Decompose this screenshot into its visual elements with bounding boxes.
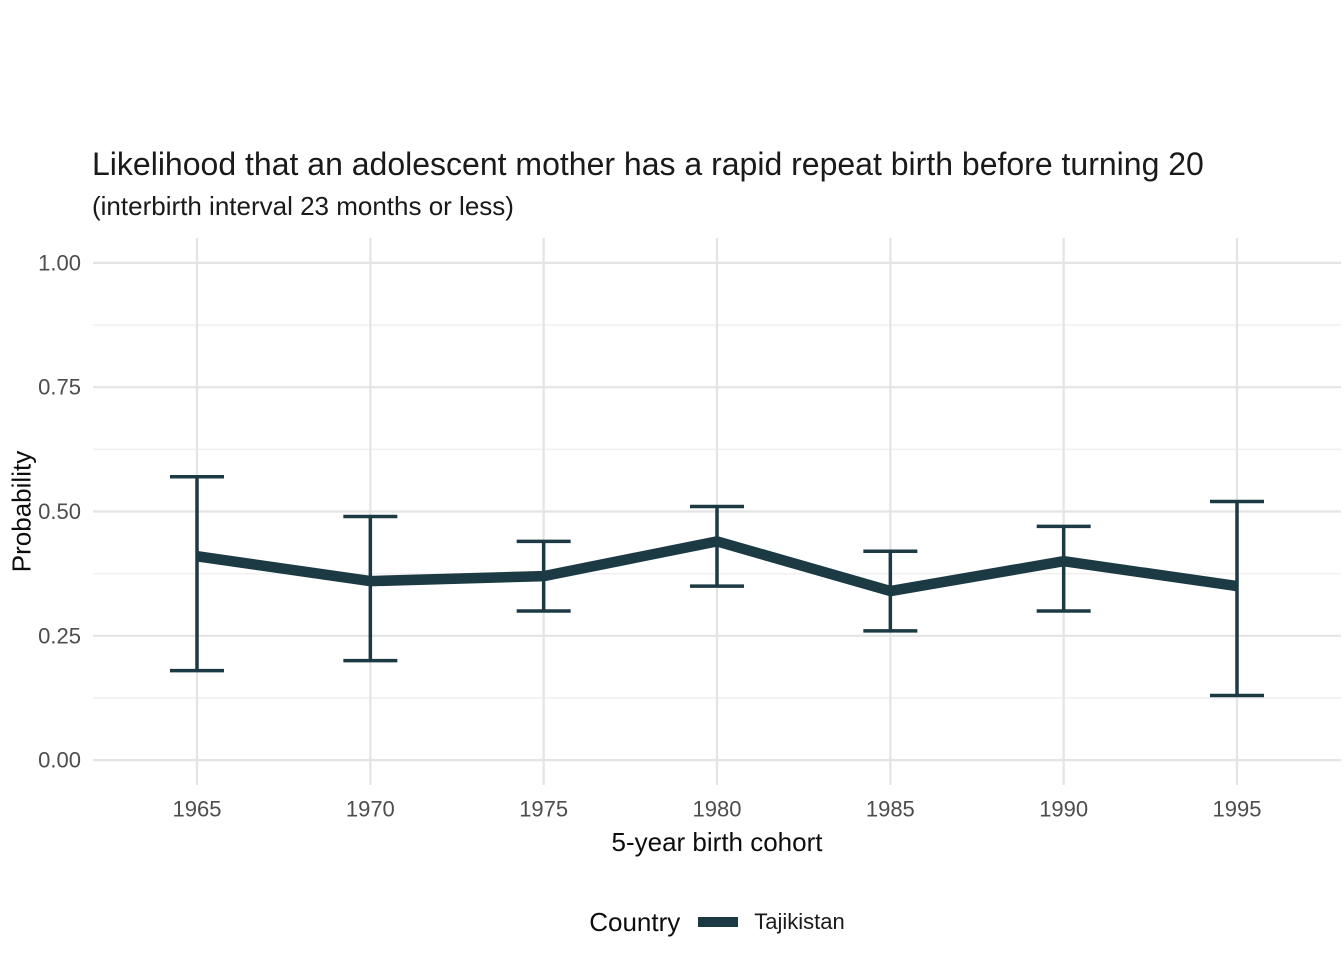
- x-tick-label: 1980: [693, 797, 742, 822]
- x-tick-label: 1990: [1039, 797, 1088, 822]
- y-tick-label: 0.75: [38, 375, 81, 400]
- legend-line-swatch: [698, 917, 739, 927]
- legend-item-label: Tajikistan: [754, 909, 845, 934]
- x-axis-title: 5-year birth cohort: [611, 827, 823, 857]
- x-tick-label: 1965: [173, 797, 222, 822]
- y-axis-title: Probability: [6, 450, 37, 573]
- legend-title: Country: [589, 906, 681, 937]
- y-tick-label: 1.00: [38, 250, 81, 275]
- x-tick-label: 1985: [866, 797, 915, 822]
- legend: Country Tajikistan: [93, 899, 1341, 945]
- x-tick-label: 1975: [519, 797, 568, 822]
- data-line: [196, 535, 1238, 597]
- y-tick-label: 0.25: [38, 623, 81, 648]
- chart-title: Likelihood that an adolescent mother has…: [92, 146, 1204, 182]
- y-tick-label: 0.00: [38, 748, 81, 773]
- x-tick-label: 1995: [1213, 797, 1262, 822]
- x-tick-label: 1970: [346, 797, 395, 822]
- legend-item: Tajikistan: [698, 909, 845, 935]
- chart-subtitle: (interbirth interval 23 months or less): [92, 191, 514, 221]
- y-tick-label: 0.50: [38, 499, 81, 524]
